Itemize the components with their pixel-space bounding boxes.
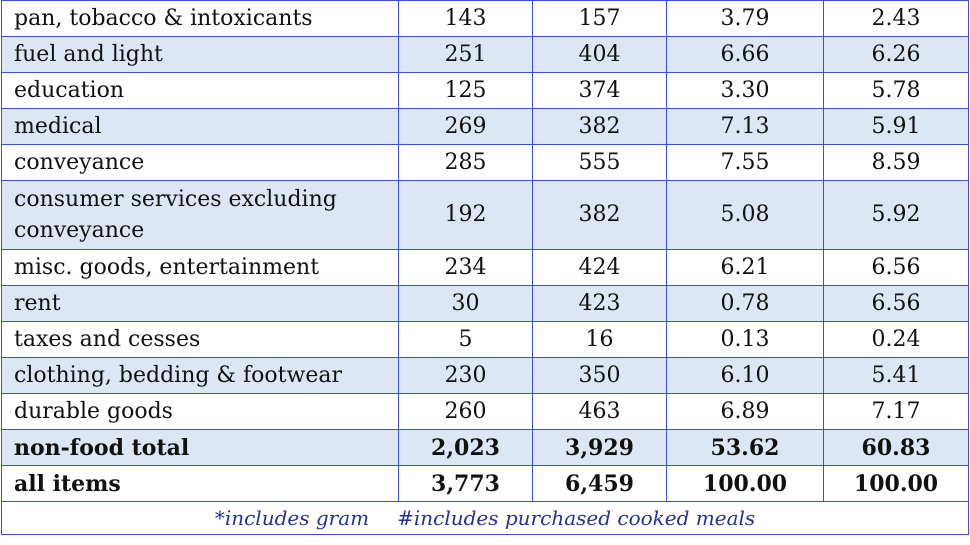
value-cell: 0.24: [823, 321, 969, 358]
table-row-all-items: all items 3,773 6,459 100.00 100.00: [1, 465, 969, 502]
value-cell: 5.08: [666, 180, 824, 250]
value-cell: 6.66: [666, 36, 824, 73]
table-row: consumer services excluding conveyance 1…: [1, 180, 969, 250]
table-row: education 125 374 3.30 5.78: [1, 72, 969, 109]
value-cell: 125: [398, 72, 533, 109]
value-cell: 5.41: [823, 357, 969, 394]
value-cell: 463: [532, 393, 667, 430]
row-label: pan, tobacco & intoxicants: [1, 0, 399, 37]
row-label: all items: [1, 465, 399, 502]
value-cell: 424: [532, 249, 667, 286]
value-cell: 6.10: [666, 357, 824, 394]
value-cell: 382: [532, 180, 667, 250]
value-cell: 285: [398, 144, 533, 181]
row-label: clothing, bedding & footwear: [1, 357, 399, 394]
value-cell: 7.17: [823, 393, 969, 430]
table-row: durable goods 260 463 6.89 7.17: [1, 393, 969, 430]
value-cell: 423: [532, 285, 667, 322]
value-cell: 6,459: [532, 465, 667, 502]
value-cell: 374: [532, 72, 667, 109]
value-cell: 6.56: [823, 285, 969, 322]
value-cell: 60.83: [823, 429, 969, 466]
value-cell: 3,929: [532, 429, 667, 466]
value-cell: 3.30: [666, 72, 824, 109]
footnote-cell: *includes gram #includes purchased cooked…: [1, 501, 969, 535]
value-cell: 6.26: [823, 36, 969, 73]
value-cell: 192: [398, 180, 533, 250]
value-cell: 100.00: [666, 465, 824, 502]
value-cell: 2.43: [823, 0, 969, 37]
row-label: rent: [1, 285, 399, 322]
table-row: rent 30 423 0.78 6.56: [1, 285, 969, 322]
value-cell: 30: [398, 285, 533, 322]
expenditure-table: pan, tobacco & intoxicants 143 157 3.79 …: [1, 0, 969, 535]
value-cell: 7.13: [666, 108, 824, 145]
footnote-gram: *includes gram: [214, 506, 370, 530]
value-cell: 6.21: [666, 249, 824, 286]
row-label: consumer services excluding conveyance: [1, 180, 399, 250]
table-row: clothing, bedding & footwear 230 350 6.1…: [1, 357, 969, 394]
value-cell: 143: [398, 0, 533, 37]
value-cell: 53.62: [666, 429, 824, 466]
value-cell: 2,023: [398, 429, 533, 466]
table-row: conveyance 285 555 7.55 8.59: [1, 144, 969, 181]
value-cell: 5.92: [823, 180, 969, 250]
value-cell: 0.13: [666, 321, 824, 358]
value-cell: 100.00: [823, 465, 969, 502]
value-cell: 230: [398, 357, 533, 394]
row-label: non-food total: [1, 429, 399, 466]
value-cell: 350: [532, 357, 667, 394]
value-cell: 269: [398, 108, 533, 145]
value-cell: 7.55: [666, 144, 824, 181]
row-label: conveyance: [1, 144, 399, 181]
value-cell: 6.56: [823, 249, 969, 286]
value-cell: 555: [532, 144, 667, 181]
value-cell: 3.79: [666, 0, 824, 37]
row-label: medical: [1, 108, 399, 145]
table-row: fuel and light 251 404 6.66 6.26: [1, 36, 969, 73]
value-cell: 0.78: [666, 285, 824, 322]
value-cell: 5.91: [823, 108, 969, 145]
value-cell: 8.59: [823, 144, 969, 181]
value-cell: 251: [398, 36, 533, 73]
value-cell: 404: [532, 36, 667, 73]
footnote-cooked-meals: #includes purchased cooked meals: [397, 506, 756, 530]
value-cell: 382: [532, 108, 667, 145]
value-cell: 6.89: [666, 393, 824, 430]
table-row: medical 269 382 7.13 5.91: [1, 108, 969, 145]
row-label: fuel and light: [1, 36, 399, 73]
row-label: taxes and cesses: [1, 321, 399, 358]
value-cell: 234: [398, 249, 533, 286]
table-row: taxes and cesses 5 16 0.13 0.24: [1, 321, 969, 358]
row-label: misc. goods, entertainment: [1, 249, 399, 286]
value-cell: 3,773: [398, 465, 533, 502]
table-row: misc. goods, entertainment 234 424 6.21 …: [1, 249, 969, 286]
value-cell: 157: [532, 0, 667, 37]
value-cell: 5: [398, 321, 533, 358]
row-label: education: [1, 72, 399, 109]
value-cell: 5.78: [823, 72, 969, 109]
value-cell: 16: [532, 321, 667, 358]
footnote-row: *includes gram #includes purchased cooked…: [1, 501, 969, 535]
table-row: pan, tobacco & intoxicants 143 157 3.79 …: [1, 0, 969, 37]
row-label: durable goods: [1, 393, 399, 430]
value-cell: 260: [398, 393, 533, 430]
table-row-non-food-total: non-food total 2,023 3,929 53.62 60.83: [1, 429, 969, 466]
